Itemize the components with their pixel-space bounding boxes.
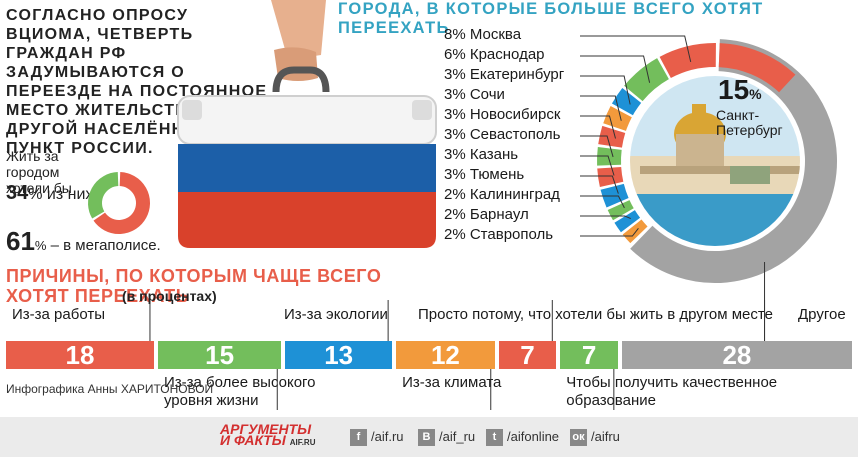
city-leader-line	[580, 135, 614, 158]
odnoklassniki-icon: ок	[570, 429, 587, 447]
reason-bar: 18	[6, 340, 154, 370]
reason-bar: 28	[621, 340, 852, 370]
logo-line2-row: И ФАКТЫ AIF.RU	[220, 432, 316, 448]
reason-bar: 13	[285, 340, 393, 370]
spb-value: 15%	[718, 74, 762, 106]
pct34-value: 34	[6, 182, 29, 204]
twitter-icon: t	[486, 429, 503, 447]
social-link[interactable]: ок/aifru	[570, 429, 620, 447]
city-leader-line	[580, 175, 619, 194]
infographic-credit: Инфографика Анны ХАРИТОНОВОЙ	[6, 382, 214, 396]
spb-name: Санкт-Петербург	[716, 107, 783, 138]
reason-label: Другое	[798, 306, 846, 323]
city-label: 3% Севастополь	[444, 126, 561, 143]
donut-slice-Калининград	[607, 199, 634, 221]
city-leader-line	[580, 155, 615, 176]
small-donut-slice-0	[88, 172, 119, 219]
arm-shape	[271, 0, 326, 60]
city-leader-line	[580, 115, 617, 139]
city-leader-line	[580, 215, 631, 220]
reason-bar: 15	[157, 340, 282, 370]
donut-slice-Сочи	[603, 106, 632, 132]
aif-logo[interactable]: АРГУМЕНТЫ И ФАКТЫ AIF.RU	[220, 421, 316, 448]
social-link-text: /aif_ru	[439, 429, 476, 444]
spb-number: 15	[718, 74, 750, 105]
cities-donut-chart	[580, 35, 837, 283]
reason-bar: 7	[498, 340, 557, 370]
logo-line1: АРГУМЕНТЫ	[220, 421, 312, 437]
flag-blue-stripe	[178, 144, 436, 192]
social-link[interactable]: f/aif.ru	[350, 429, 404, 447]
city-leader-line	[580, 55, 651, 83]
flag-white-stripe	[177, 95, 437, 145]
donut-slice-Новосибирск	[598, 125, 626, 148]
live-out-text: Жить за городом хотели бы	[6, 148, 72, 196]
social-link[interactable]: В/aif_ru	[418, 429, 476, 447]
city-leader-line	[580, 228, 639, 237]
city-label: 2% Калининград	[444, 186, 560, 203]
donut-slice-Краснодар	[624, 58, 670, 102]
pct61-label: 61% – в мегаполисе.	[6, 226, 161, 257]
suitcase-flag-illustration	[177, 0, 437, 248]
reason-label: Из-за климата	[402, 374, 502, 391]
corner-shape	[412, 100, 432, 120]
spb-pct-sign: %	[749, 86, 762, 102]
flag-red-stripe	[178, 192, 436, 248]
social-link-text: /aifonline	[507, 429, 560, 444]
social-link-text: /aif.ru	[371, 429, 404, 444]
city-label: 8% Москва	[444, 26, 522, 43]
city-label: 3% Новосибирск	[444, 106, 561, 123]
city-leader-line	[580, 35, 692, 63]
handle-shape	[272, 66, 330, 93]
city-label: 2% Барнаул	[444, 206, 529, 223]
small-donut-chart	[88, 172, 150, 234]
intro-text: СОГЛАСНО ОПРОСУ ВЦИОМА, ЧЕТВЕРТЬ ГРАЖДАН…	[6, 7, 268, 157]
donut-slice-Севастополь	[597, 146, 622, 166]
logo-line2: И ФАКТЫ	[220, 432, 286, 448]
small-donut-slice-1	[93, 172, 150, 234]
reason-label: Чтобы получить качественное образование	[566, 374, 778, 409]
city-label: 3% Казань	[444, 146, 519, 163]
vk-icon: В	[418, 429, 435, 447]
logo-site: AIF.RU	[289, 438, 316, 447]
city-label: 6% Краснодар	[444, 46, 545, 63]
pct34-label: 34% из них,	[6, 182, 98, 205]
social-link-text: /aifru	[591, 429, 620, 444]
social-link[interactable]: t/aifonline	[486, 429, 560, 447]
donut-slice-Тюмень	[600, 183, 629, 208]
city-leader-line	[580, 195, 625, 209]
megapolis-text: – в мегаполисе.	[46, 237, 161, 254]
reasons-title: ПРИЧИНЫ, ПО КОТОРЫМ ЧАЩЕ ВСЕГО ХОТЯТ ПЕР…	[6, 266, 382, 306]
donut-slice-spb	[718, 43, 796, 93]
city-label: 3% Сочи	[444, 86, 505, 103]
city-leader-line	[580, 95, 622, 121]
cities-title: ГОРОДА, В КОТОРЫЕ БОЛЬШЕ ВСЕГО ХОТЯТ ПЕР…	[338, 0, 764, 37]
pct61-value: 61	[6, 226, 35, 256]
pct-sign: %	[34, 238, 47, 253]
donut-slice-Екатеринбург	[611, 87, 642, 116]
pct-sign: %	[28, 186, 43, 203]
reason-bar: 12	[396, 340, 495, 370]
of-them-text: из них,	[42, 186, 98, 203]
corner-shape	[182, 100, 202, 120]
facebook-icon: f	[350, 429, 367, 447]
city-label: 3% Екатеринбург	[444, 66, 565, 83]
reason-label: Из-за работы	[12, 306, 105, 323]
city-leader-line	[580, 75, 631, 105]
reason-label: Из-за экологии	[284, 306, 388, 323]
reason-label: Просто потому, что хотели бы жить в друг…	[418, 306, 773, 323]
reasons-subtitle: (в процентах)	[122, 288, 217, 304]
reason-bar: 7	[560, 340, 618, 370]
city-label: 2% Ставрополь	[444, 226, 554, 243]
donut-slice-Ставрополь	[622, 219, 648, 244]
city-label: 3% Тюмень	[444, 166, 525, 183]
